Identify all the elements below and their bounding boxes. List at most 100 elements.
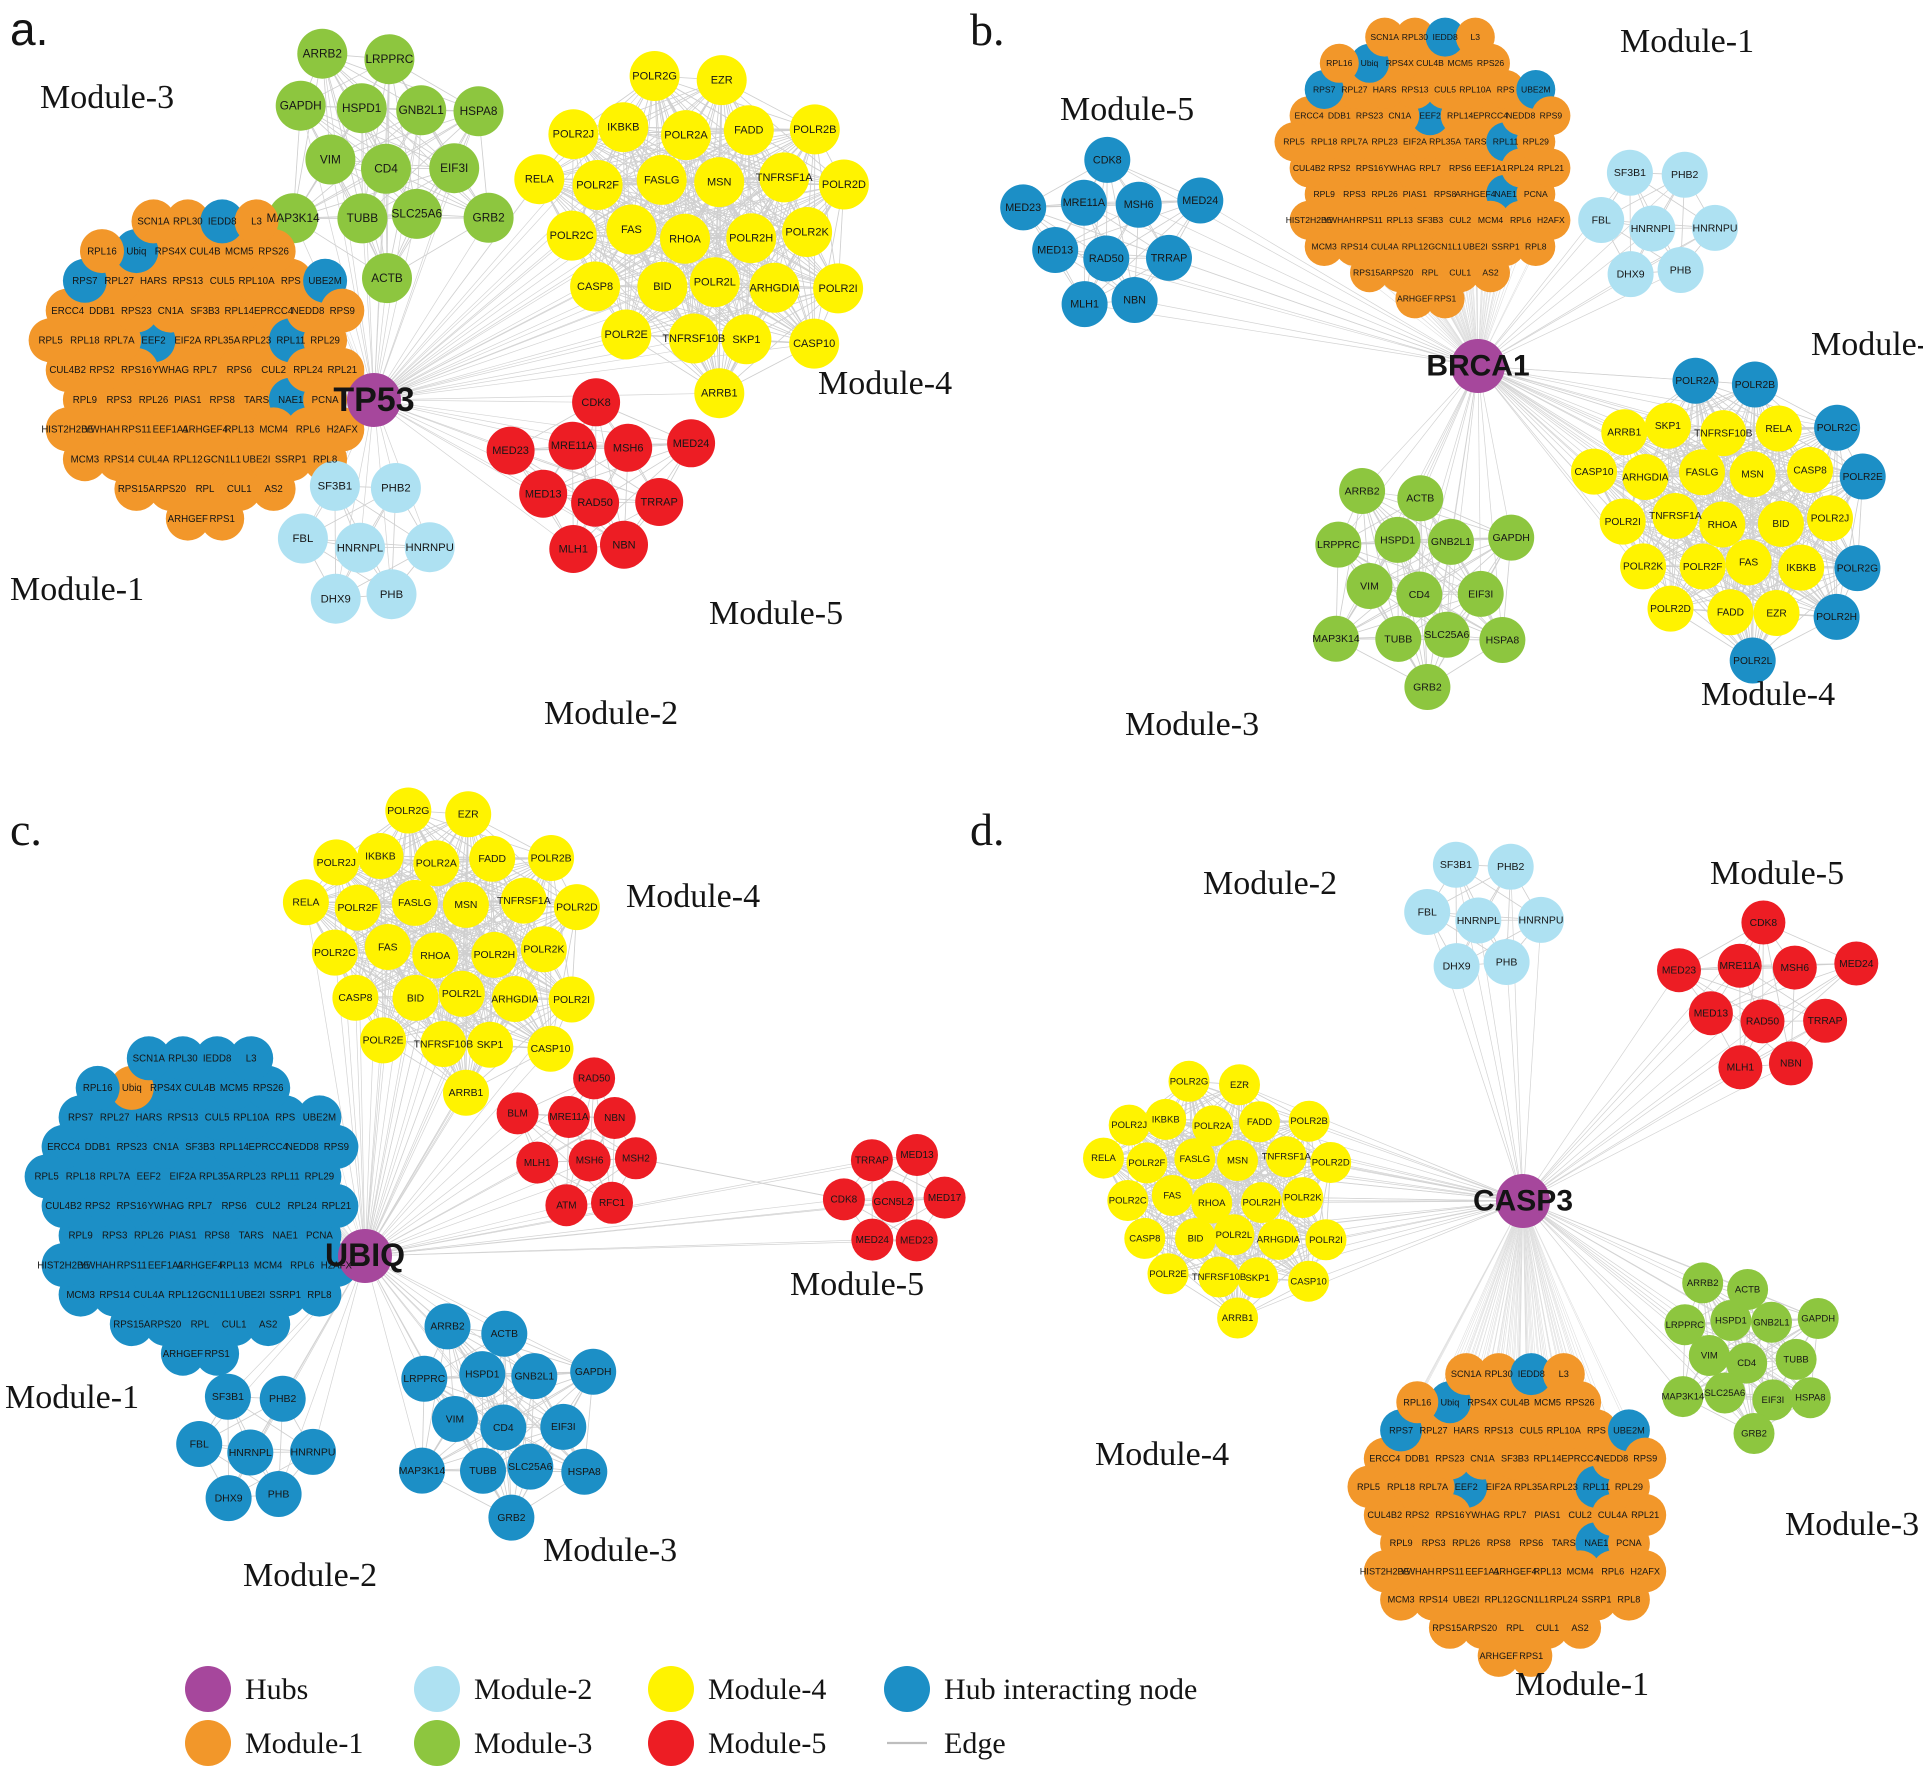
svg-text:FAS: FAS	[378, 942, 398, 953]
svg-text:CUL4A: CUL4A	[133, 1290, 165, 1301]
svg-text:c.: c.	[10, 804, 42, 855]
svg-text:RPL30: RPL30	[1402, 32, 1428, 42]
svg-text:POLR2F: POLR2F	[337, 903, 377, 914]
svg-text:CDK8: CDK8	[1750, 918, 1778, 929]
svg-text:POLR2E: POLR2E	[1843, 472, 1883, 483]
svg-text:FBL: FBL	[1592, 214, 1611, 226]
svg-text:POLR2E: POLR2E	[1149, 1269, 1187, 1280]
svg-text:EPRCC4: EPRCC4	[1473, 111, 1508, 121]
svg-text:MCM4: MCM4	[1567, 1566, 1594, 1576]
svg-text:EEF2: EEF2	[137, 1172, 161, 1183]
svg-text:TNFRSF10B: TNFRSF10B	[662, 333, 725, 345]
svg-text:SKP1: SKP1	[1655, 421, 1681, 432]
svg-text:CN1A: CN1A	[1470, 1454, 1495, 1464]
svg-text:HSPA8: HSPA8	[568, 1467, 601, 1478]
svg-text:IKBKB: IKBKB	[607, 122, 639, 134]
svg-text:CUL5: CUL5	[205, 1113, 230, 1124]
svg-text:SKP1: SKP1	[1245, 1273, 1269, 1284]
svg-text:POLR2D: POLR2D	[1650, 604, 1691, 615]
svg-text:RPS4X: RPS4X	[150, 1083, 182, 1094]
svg-text:RPL5: RPL5	[1283, 137, 1305, 147]
svg-text:CDK8: CDK8	[581, 397, 610, 409]
svg-text:RPS14: RPS14	[104, 454, 135, 465]
svg-text:PHB: PHB	[268, 1488, 290, 1500]
svg-text:MSN: MSN	[1741, 470, 1764, 481]
svg-text:POLR2C: POLR2C	[1109, 1196, 1147, 1207]
svg-text:Module-3: Module-3	[1785, 1506, 1919, 1543]
svg-text:RPS8: RPS8	[1487, 1538, 1511, 1548]
svg-text:MLH1: MLH1	[559, 544, 588, 556]
svg-text:ARRB2: ARRB2	[1687, 1278, 1719, 1289]
svg-text:RPL5: RPL5	[34, 1172, 58, 1183]
svg-text:FASLG: FASLG	[1179, 1154, 1210, 1165]
svg-text:POLR2K: POLR2K	[523, 945, 564, 956]
svg-text:RPL11: RPL11	[1493, 137, 1519, 147]
svg-text:Module-2: Module-2	[1811, 326, 1923, 363]
svg-text:Module-4: Module-4	[1095, 1436, 1229, 1473]
svg-text:Module-1: Module-1	[1515, 1666, 1649, 1703]
svg-text:GCN1L1: GCN1L1	[203, 454, 241, 465]
svg-text:ARHGEF4: ARHGEF4	[182, 425, 228, 436]
svg-text:RPL8: RPL8	[1525, 241, 1547, 251]
svg-text:Module-5: Module-5	[708, 1727, 826, 1760]
svg-text:NBN: NBN	[612, 539, 635, 551]
svg-text:HARS: HARS	[135, 1113, 162, 1124]
svg-text:CASP10: CASP10	[1574, 467, 1613, 478]
svg-text:RPL30: RPL30	[168, 1054, 198, 1065]
svg-text:RPS26: RPS26	[258, 246, 289, 257]
svg-text:RPS23: RPS23	[121, 306, 152, 317]
svg-text:ACTB: ACTB	[371, 271, 403, 285]
svg-text:GCN1L1: GCN1L1	[1513, 1595, 1549, 1605]
svg-text:RPL24: RPL24	[1508, 163, 1534, 173]
svg-text:EPRCC4: EPRCC4	[249, 1142, 289, 1153]
svg-text:RPL: RPL	[1506, 1623, 1524, 1633]
svg-text:HSPA8: HSPA8	[1486, 634, 1520, 646]
svg-text:UBE2I: UBE2I	[243, 454, 271, 465]
svg-text:Module-2: Module-2	[474, 1673, 592, 1706]
svg-text:GCN5L2: GCN5L2	[874, 1197, 913, 1208]
svg-text:TARS: TARS	[239, 1231, 265, 1242]
svg-text:POLR2A: POLR2A	[416, 859, 457, 870]
svg-text:RPS15A: RPS15A	[1432, 1623, 1468, 1633]
svg-text:MED13: MED13	[1694, 1009, 1729, 1020]
svg-text:GAPDH: GAPDH	[575, 1367, 612, 1378]
svg-text:PHB2: PHB2	[269, 1393, 297, 1405]
svg-text:ARRB1: ARRB1	[1607, 428, 1641, 439]
svg-text:HARS: HARS	[1453, 1426, 1479, 1436]
svg-text:ARHGEF: ARHGEF	[163, 1349, 203, 1360]
svg-text:RHOA: RHOA	[420, 951, 450, 962]
svg-text:ARHGEF: ARHGEF	[168, 514, 208, 525]
svg-text:RPL10A: RPL10A	[1459, 84, 1491, 94]
svg-text:BID: BID	[1188, 1234, 1204, 1245]
svg-text:RPS14: RPS14	[1419, 1595, 1448, 1605]
svg-text:NEDD8: NEDD8	[1506, 111, 1535, 121]
svg-text:Ubiq: Ubiq	[122, 1083, 142, 1094]
svg-text:MCM4: MCM4	[254, 1260, 283, 1271]
svg-text:IEDD8: IEDD8	[203, 1054, 232, 1065]
svg-text:RPS8: RPS8	[204, 1231, 229, 1242]
svg-text:RPS11: RPS11	[121, 425, 151, 436]
svg-text:CUL2: CUL2	[1568, 1510, 1592, 1520]
svg-text:RPL6: RPL6	[1510, 215, 1532, 225]
svg-text:HSPA8: HSPA8	[1795, 1393, 1825, 1404]
svg-text:GNB2L1: GNB2L1	[399, 103, 444, 117]
svg-text:MED23: MED23	[900, 1236, 934, 1247]
svg-text:RPS: RPS	[281, 276, 301, 287]
svg-text:Module-4: Module-4	[1701, 676, 1835, 713]
svg-text:ARHGDIA: ARHGDIA	[1622, 472, 1669, 483]
svg-text:HIST2H2BE: HIST2H2BE	[1360, 1566, 1410, 1576]
svg-text:GNB2L1: GNB2L1	[1753, 1317, 1789, 1328]
svg-text:CUL4B2: CUL4B2	[49, 365, 86, 376]
svg-text:MAP3K14: MAP3K14	[1312, 633, 1359, 645]
svg-text:RHOA: RHOA	[1198, 1198, 1226, 1209]
svg-text:RPL: RPL	[1422, 268, 1439, 278]
svg-text:IKBKB: IKBKB	[1786, 563, 1816, 574]
svg-text:PIAS1: PIAS1	[1534, 1510, 1560, 1520]
svg-text:AS2: AS2	[259, 1319, 277, 1330]
svg-text:MCM3: MCM3	[1388, 1595, 1415, 1605]
svg-text:RPS16: RPS16	[1435, 1510, 1464, 1520]
svg-text:SLC25A6: SLC25A6	[392, 207, 443, 221]
svg-text:RPS14: RPS14	[1341, 241, 1368, 251]
svg-text:SSRP1: SSRP1	[275, 454, 307, 465]
svg-text:RPL23: RPL23	[242, 336, 272, 347]
